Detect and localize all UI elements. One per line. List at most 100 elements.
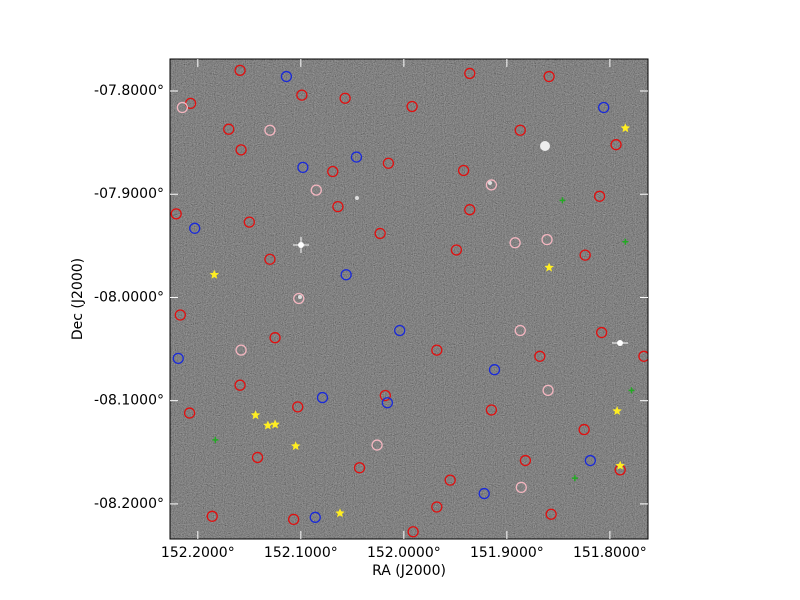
source-circle: [332, 200, 344, 213]
source-circle: [297, 161, 309, 174]
source-circle: [371, 439, 383, 451]
source-circle: [450, 244, 463, 256]
source-circle: [174, 309, 186, 321]
source-circle: [381, 397, 394, 409]
source-circle: [593, 190, 606, 202]
source-star: [270, 419, 280, 429]
source-circle: [595, 326, 608, 339]
markers: [170, 64, 648, 538]
source-circle: [584, 454, 596, 467]
source-circle: [235, 344, 247, 356]
source-circle: [176, 101, 189, 114]
source-circle: [478, 487, 490, 500]
y-tick-label: -08.1000°: [94, 393, 164, 409]
source-circle: [542, 384, 554, 397]
source-circle: [534, 350, 546, 362]
source-circle: [189, 222, 201, 234]
source-circle: [515, 481, 527, 494]
sky-noise: [170, 59, 648, 539]
source-circle: [509, 237, 521, 249]
source-circle: [406, 100, 418, 113]
source-circle: [545, 508, 557, 520]
source-circle: [485, 404, 498, 416]
source-circle: [394, 324, 406, 337]
source-circle: [234, 64, 246, 77]
source-circle: [543, 70, 555, 83]
x-tick-label: 151.8000°: [573, 545, 647, 561]
source-star: [209, 269, 220, 279]
source-circle: [223, 123, 235, 135]
source-circle: [251, 451, 264, 464]
x-tick-label: 152.0000°: [367, 545, 441, 561]
plot-frame: [169, 58, 649, 540]
bright-stars: [293, 141, 628, 346]
source-circle: [353, 462, 366, 474]
source-circle: [183, 407, 196, 419]
source-circle: [287, 513, 300, 526]
axes: 152.2000° 152.1000° 152.0000° 151.9000° 151.…: [94, 59, 648, 561]
source-star: [620, 123, 631, 133]
source-circle: [464, 204, 476, 216]
source-circle: [269, 332, 281, 344]
source-circle: [578, 423, 590, 436]
source-circle: [310, 184, 322, 196]
source-cross: [571, 475, 578, 482]
source-circle: [514, 324, 526, 337]
source-circle: [339, 92, 351, 104]
source-circle: [206, 510, 218, 522]
source-circle: [519, 454, 532, 467]
source-circle: [431, 501, 443, 513]
source-circle: [293, 292, 305, 305]
source-cross: [622, 238, 629, 245]
source-circle: [638, 350, 648, 362]
source-circle: [235, 144, 247, 156]
source-circle: [598, 101, 610, 114]
source-circle: [296, 89, 308, 101]
source-circle: [488, 364, 501, 376]
source-star: [335, 508, 345, 518]
source-star: [290, 441, 301, 451]
source-circle: [485, 179, 498, 191]
source-circle: [514, 124, 526, 136]
source-circle: [316, 391, 329, 404]
source-cross: [212, 436, 219, 443]
y-tick-label: -08.0000°: [94, 289, 164, 305]
source-circle: [234, 379, 246, 391]
x-axis-label: RA (J2000): [372, 563, 446, 579]
source-circle: [374, 227, 386, 240]
y-tick-label: -07.9000°: [94, 186, 164, 202]
source-circle: [444, 474, 456, 486]
source-star: [544, 262, 554, 272]
source-circle: [172, 352, 184, 365]
source-circle: [464, 67, 476, 80]
source-circle: [541, 233, 553, 246]
source-circle: [407, 526, 419, 538]
x-tick-label: 152.2000°: [161, 545, 235, 561]
source-star: [615, 460, 625, 470]
x-tick-label: 151.9000°: [470, 545, 544, 561]
y-axis-label: Dec (J2000): [70, 258, 86, 340]
source-circle: [379, 389, 391, 402]
source-circle: [292, 401, 304, 413]
source-circle: [170, 208, 182, 220]
source-circle: [382, 157, 395, 169]
source-circle: [340, 269, 352, 281]
source-circle: [431, 344, 443, 356]
source-circle: [579, 249, 591, 261]
x-tick-label: 152.1000°: [264, 545, 338, 561]
source-circle: [264, 124, 276, 136]
y-tick-label: -08.2000°: [94, 496, 164, 512]
source-star: [250, 410, 261, 420]
source-circle: [280, 70, 293, 83]
y-tick-label: -07.8000°: [94, 83, 164, 99]
source-cross: [559, 197, 566, 204]
source-star: [263, 420, 273, 430]
source-circle: [243, 216, 255, 228]
source-circle: [350, 151, 363, 163]
source-circle: [264, 253, 276, 265]
source-cross: [628, 387, 635, 394]
source-circle: [610, 139, 622, 151]
source-circle: [309, 511, 321, 523]
